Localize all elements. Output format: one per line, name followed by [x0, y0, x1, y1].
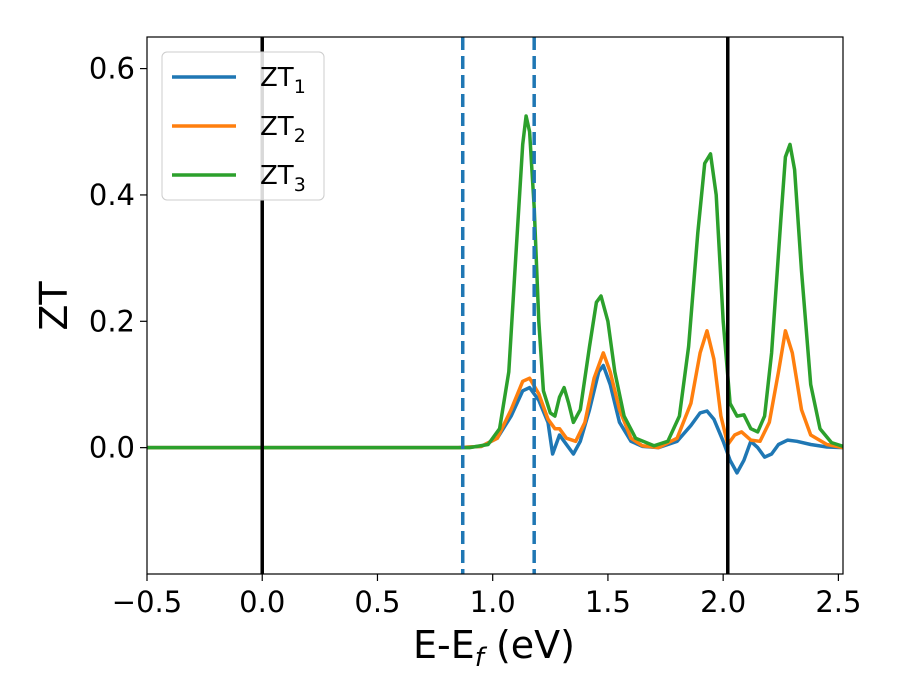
series-line-2	[147, 329, 843, 450]
x-axis-title: E-Ef (eV)	[413, 623, 575, 673]
legend-label-2: ZT2	[260, 112, 306, 147]
y-tick-label: 0.4	[89, 178, 135, 212]
series-line-1	[147, 363, 843, 475]
legend-label-main: ZT	[260, 161, 294, 191]
plot-frame	[146, 36, 844, 575]
legend-label-sub: 2	[294, 125, 306, 147]
legend-box	[161, 51, 325, 201]
x-tick-label: −0.5	[112, 585, 182, 619]
x-tick-label: 1.5	[585, 585, 631, 619]
y-axis-title: ZT	[32, 281, 76, 331]
legend-label-main: ZT	[260, 63, 294, 93]
legend-label-1: ZT1	[260, 63, 306, 98]
y-tick-label: 0.0	[89, 431, 135, 465]
x-axis-title-unit: (eV)	[484, 623, 575, 667]
legend-label-sub: 3	[294, 174, 306, 196]
legend-label-3: ZT3	[260, 161, 306, 196]
x-axis-title-main: E-E	[413, 623, 475, 667]
x-tick-label: 2.5	[815, 585, 861, 619]
legend-label-sub: 1	[294, 76, 306, 98]
y-tick-label: 0.2	[89, 304, 135, 338]
x-tick-label: 1.0	[470, 585, 516, 619]
x-tick-label: 0.0	[239, 585, 285, 619]
y-tick-label: 0.6	[89, 52, 135, 86]
x-tick-label: 2.0	[700, 585, 746, 619]
y-axis: 0.0 0.2 0.4 0.6	[89, 52, 147, 465]
x-axis: −0.5 0.0 0.5 1.0 1.5 2.0 2.5	[112, 574, 861, 619]
x-tick-label: 0.5	[354, 585, 400, 619]
legend-label-main: ZT	[260, 112, 294, 142]
series-line-3	[147, 114, 843, 450]
